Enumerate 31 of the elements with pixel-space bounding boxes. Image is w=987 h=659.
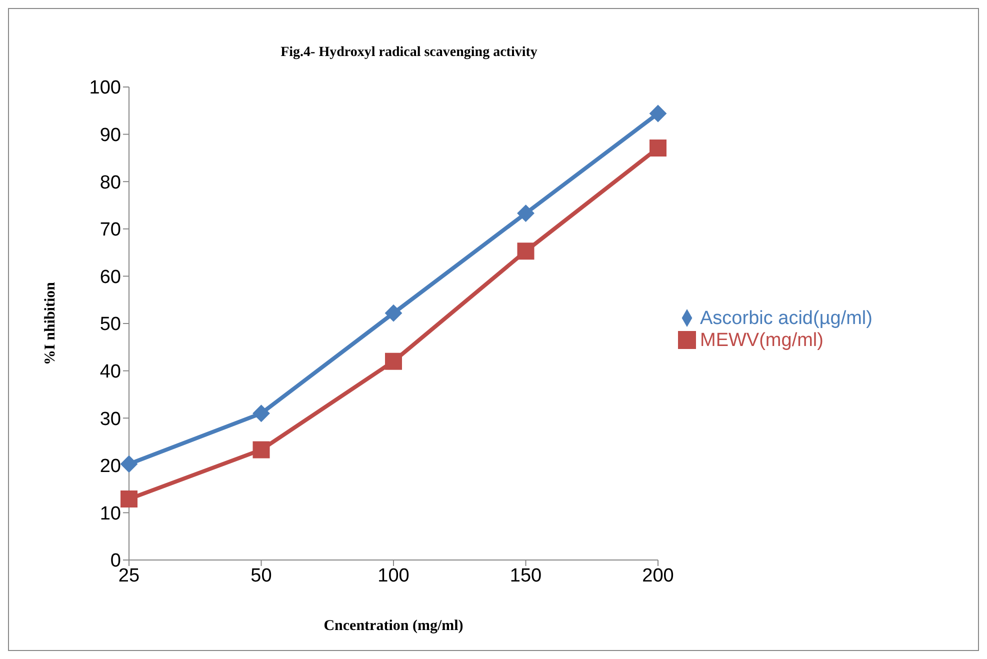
y-tick-label: 70 xyxy=(100,220,121,241)
chart-title: Fig.4- Hydroxyl radical scavenging activity xyxy=(280,45,538,61)
point xyxy=(385,304,402,322)
y-tick-label: 10 xyxy=(100,503,121,524)
y-tick-label: 100 xyxy=(89,78,121,99)
point xyxy=(120,455,138,472)
legend-label: MEWV(mg/ml) xyxy=(700,330,824,350)
point xyxy=(120,490,138,508)
point xyxy=(252,404,270,422)
x-tick-label: 150 xyxy=(510,565,542,586)
point xyxy=(385,352,402,370)
point xyxy=(252,441,270,458)
y-tick-label: 60 xyxy=(100,266,121,288)
legend-label: Ascorbic acid(µg/ml) xyxy=(700,308,872,328)
y-tick-label: 90 xyxy=(100,125,121,146)
y-tick-label: 20 xyxy=(100,456,121,478)
y-axis-title: %I nhibition xyxy=(42,281,58,365)
y-tick-label: 30 xyxy=(100,408,121,430)
point xyxy=(650,104,666,122)
x-tick-label: 100 xyxy=(378,565,410,586)
y-tick-label: 0 xyxy=(110,550,121,572)
x-axis-title: Cncentration (mg/ml) xyxy=(324,618,464,634)
x-tick-label: 200 xyxy=(642,565,674,586)
y-tick-label: 50 xyxy=(100,314,121,336)
x-tick-label: 50 xyxy=(250,565,272,586)
point xyxy=(650,140,666,157)
point xyxy=(517,242,534,260)
y-tick-label: 80 xyxy=(100,172,121,194)
x-tick-label: 25 xyxy=(118,565,140,586)
y-tick-label: 40 xyxy=(100,362,121,383)
point xyxy=(517,204,534,222)
